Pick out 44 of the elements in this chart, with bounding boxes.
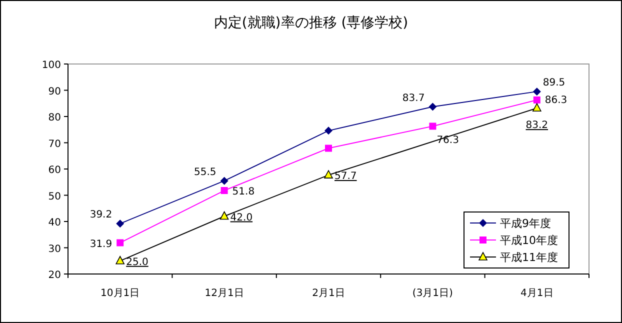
data-label: 89.5 xyxy=(542,78,566,89)
data-label: 76.3 xyxy=(436,135,459,146)
point xyxy=(533,96,540,104)
legend-label: 平成9年度 xyxy=(500,217,551,230)
y-tick-label: 50 xyxy=(48,191,61,202)
point xyxy=(428,102,437,111)
point xyxy=(325,144,332,152)
data-label: 83.2 xyxy=(526,120,548,132)
data-label: 25.0 xyxy=(126,256,148,268)
data-label: 39.2 xyxy=(90,210,112,221)
y-tick-label: 90 xyxy=(48,86,61,98)
data-label: 57.7 xyxy=(334,171,357,182)
data-label: 86.3 xyxy=(544,94,568,106)
y-tick-label: 20 xyxy=(48,270,61,281)
data-label: 55.5 xyxy=(194,166,216,178)
point xyxy=(429,122,436,130)
y-tick-label: 100 xyxy=(42,60,61,71)
y-tick-label: 60 xyxy=(48,165,61,176)
point xyxy=(220,176,228,185)
chart-title: 内定(就職)率の推移 (専修学校) xyxy=(214,15,408,31)
x-tick-label: 4月1日 xyxy=(520,288,554,299)
legend-label: 平成10年度 xyxy=(500,234,558,247)
point xyxy=(116,256,124,264)
y-tick-label: 40 xyxy=(48,218,61,228)
point xyxy=(324,170,333,178)
data-label: 42.0 xyxy=(230,212,253,224)
point xyxy=(324,126,332,135)
x-tick-label: (3月1日) xyxy=(412,288,454,299)
point xyxy=(220,187,228,194)
x-tick-label: 12月1日 xyxy=(204,288,244,299)
x-tick-label: 10月1日 xyxy=(100,288,140,299)
legend-label: 平成11年度 xyxy=(500,251,558,264)
y-tick-label: 80 xyxy=(48,112,61,124)
point xyxy=(532,103,542,112)
point xyxy=(116,239,124,246)
data-label: 31.9 xyxy=(90,238,112,250)
point xyxy=(532,88,541,96)
y-tick-label: 70 xyxy=(48,138,61,150)
data-label: 51.8 xyxy=(232,186,255,198)
x-tick-label: 2月1日 xyxy=(312,288,345,299)
point xyxy=(220,211,229,220)
point xyxy=(116,220,124,228)
y-tick-label: 30 xyxy=(48,244,61,255)
data-label: 83.7 xyxy=(402,92,425,104)
